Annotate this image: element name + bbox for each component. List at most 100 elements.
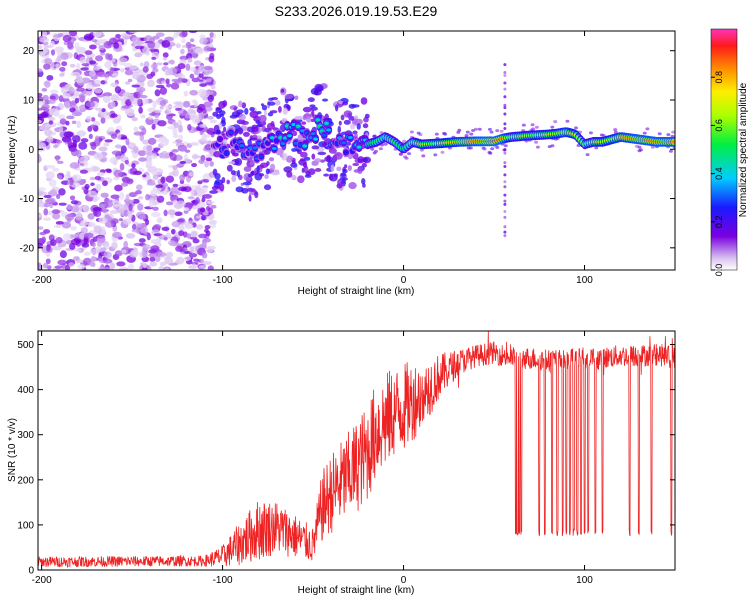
spectrogram-cell — [291, 148, 297, 152]
spectrogram-cell — [128, 192, 137, 198]
spectrogram-cell — [364, 113, 370, 119]
spectrogram-cell — [45, 258, 51, 265]
spectrogram-cell — [66, 115, 75, 120]
spectrogram-cell — [237, 127, 244, 135]
spectrogram-cell — [231, 175, 237, 182]
spectrogram-cell — [119, 163, 125, 171]
spectrogram-cell — [191, 99, 197, 104]
spectrogram-cell — [149, 256, 156, 262]
spectrogram-cell — [199, 123, 208, 128]
spectrogram-cell — [321, 133, 327, 137]
spectrogram-cell — [503, 234, 507, 238]
spectrogram-cell — [199, 207, 206, 213]
spectrogram-cell — [80, 138, 89, 143]
spectrogram-cell — [336, 166, 342, 172]
spectrogram-cell — [165, 175, 175, 183]
spectrogram-cell — [188, 220, 195, 224]
spectrogram-cell — [340, 172, 347, 177]
spectrogram-cell — [284, 93, 293, 100]
spectrogram-cell — [503, 95, 507, 99]
spectrogram-cell — [194, 47, 204, 55]
spectrogram-cell — [129, 65, 138, 70]
x-tick-label: 100 — [576, 575, 593, 586]
spectrogram-cell — [146, 145, 153, 152]
spectrogram-cell — [85, 115, 92, 123]
spectrogram-cell — [76, 130, 86, 137]
spectrogram-cell — [176, 256, 185, 265]
spectrogram-cell — [142, 66, 149, 73]
spectrogram-cell — [343, 110, 353, 118]
spectrogram-cell — [114, 184, 123, 192]
spectrogram-cell — [215, 107, 223, 113]
spectrogram-cell — [149, 48, 159, 52]
spectrogram-cell — [134, 52, 143, 58]
spectrogram-cell — [235, 186, 244, 193]
spectrogram-cell — [152, 100, 157, 109]
spectrogram-cell — [503, 151, 507, 155]
spectrogram-cell — [166, 114, 173, 121]
spectrogram-cell — [503, 193, 507, 197]
spectrogram-cell — [101, 207, 108, 214]
spectrogram-cell — [189, 113, 195, 117]
spectrogram-cell — [372, 151, 377, 155]
spectrogram-cell — [50, 239, 57, 247]
spectrogram-cell — [301, 167, 305, 173]
spectrogram-cell — [124, 70, 134, 76]
spectrogram-cell — [120, 136, 128, 140]
spectrogram-cell — [162, 57, 167, 61]
spectrogram-cell — [169, 59, 175, 65]
spectrogram-cell — [185, 63, 191, 71]
spectrogram-cell — [138, 157, 147, 162]
spectrogram-cell — [49, 89, 59, 94]
spectrogram-cell — [53, 224, 62, 228]
spectrogram-cell — [145, 219, 150, 226]
spectrogram-cell — [550, 125, 555, 129]
spectrogram-cell — [113, 203, 121, 208]
spectrogram-cell — [135, 190, 142, 195]
spectrogram-cell — [167, 240, 176, 246]
spectrogram-cell — [348, 103, 356, 109]
spectrogram-cell — [59, 66, 66, 72]
spectrogram-cell — [258, 154, 264, 159]
spectrogram-cell — [155, 62, 163, 66]
spectrogram-cell — [164, 36, 174, 42]
spectrogram-cell — [503, 144, 508, 148]
spectrogram-cell — [337, 179, 342, 186]
spectrogram-cell — [93, 210, 102, 217]
spectrogram-cell — [110, 113, 118, 118]
spectrogram-cell — [94, 135, 100, 144]
spectrogram-cell — [402, 139, 407, 143]
spectrogram-cell — [110, 218, 119, 225]
spectrogram-cell — [183, 207, 190, 212]
spectrogram-cell — [489, 130, 494, 134]
spectrogram-cell — [300, 151, 308, 158]
spectrogram-cell — [138, 106, 143, 114]
y-tick-label: -10 — [20, 194, 35, 205]
spectrogram-cell — [75, 212, 83, 221]
spectrogram-cell — [316, 147, 325, 153]
spectrogram-cell — [383, 142, 388, 146]
spectrogram-cell — [521, 123, 526, 127]
spectrogram-cell — [102, 115, 112, 120]
spectrogram-cell — [157, 251, 167, 257]
spectrogram-cell — [75, 78, 84, 84]
spectrogram-cell — [152, 67, 159, 73]
spectrogram-cell — [372, 134, 377, 138]
spectrogram-cell — [106, 169, 112, 174]
spectrogram-cell — [265, 168, 270, 175]
spectrogram-cell — [535, 145, 540, 149]
spectrogram-cell — [55, 221, 64, 225]
spectrogram-cell — [156, 217, 163, 224]
spectrogram-cell — [637, 145, 642, 149]
spectrogram-cell — [503, 87, 507, 91]
spectrogram-cell — [503, 185, 507, 189]
spectrogram-cell — [240, 120, 249, 125]
spectrogram-cell — [131, 84, 141, 88]
spectrogram-cell — [158, 265, 164, 270]
spectrogram-cell — [92, 207, 102, 212]
spectrogram-cell — [87, 222, 92, 227]
spectrogram-cell — [286, 170, 293, 178]
spectrogram-cell — [86, 101, 96, 108]
spectrogram-cell — [78, 232, 86, 240]
spectrogram-cell — [172, 127, 178, 136]
